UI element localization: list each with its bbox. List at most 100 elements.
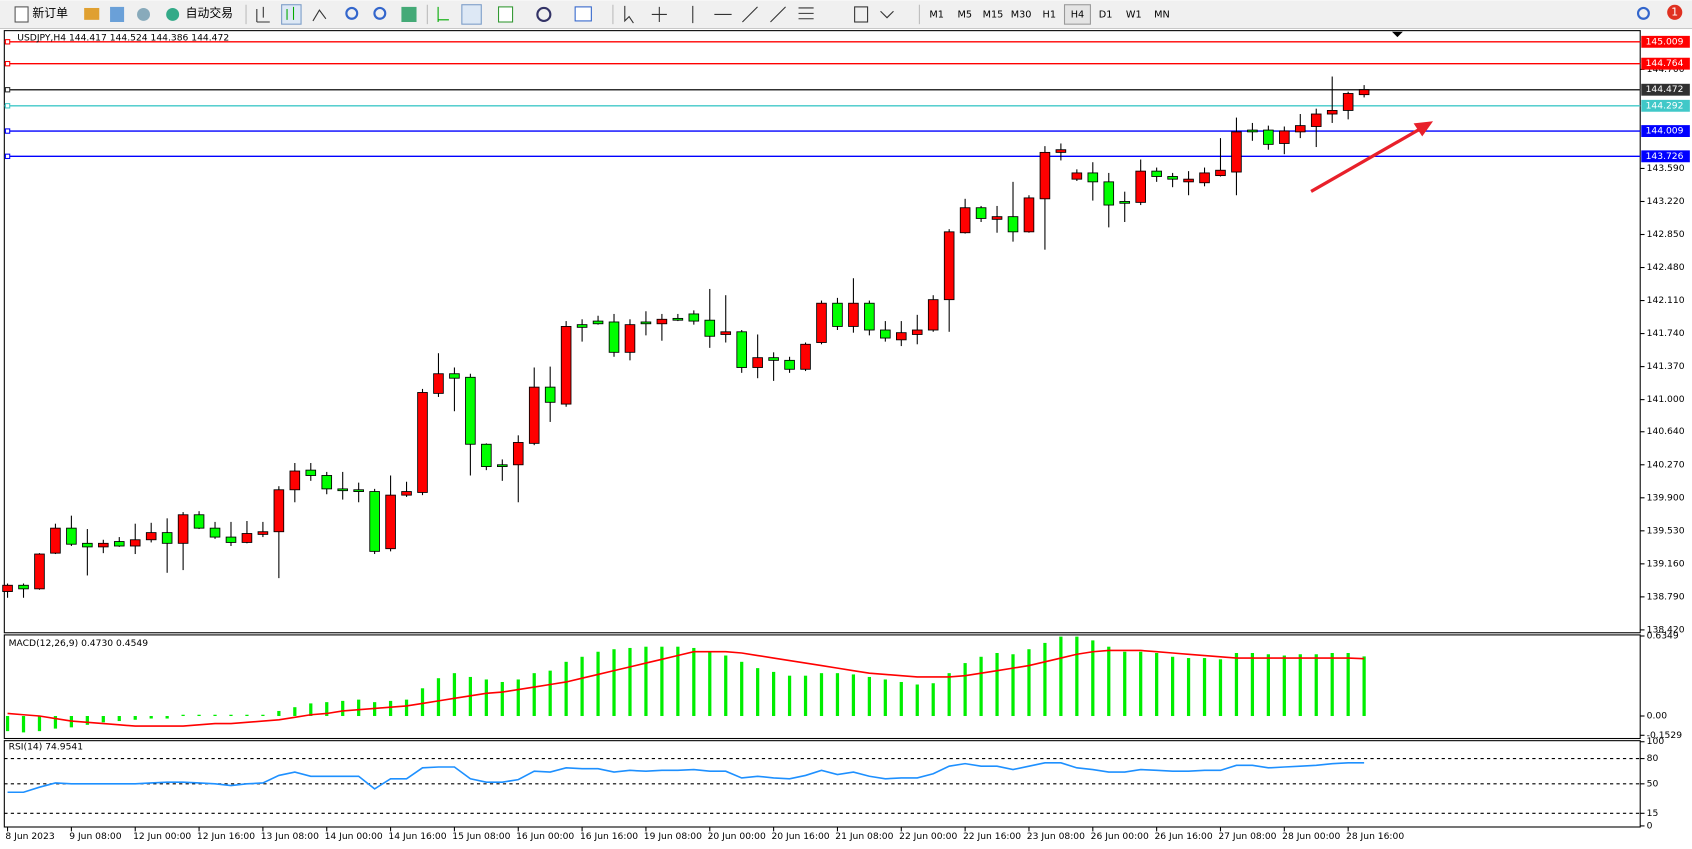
x-tick-label: 26 Jun 16:00 <box>1154 831 1212 842</box>
histogram-bar <box>963 663 967 717</box>
timeframe-button[interactable]: M5 <box>958 9 973 20</box>
candle-body <box>560 326 572 405</box>
timeframe-button[interactable]: H4 <box>1071 9 1084 20</box>
candle-body <box>927 299 939 331</box>
icon <box>437 6 449 23</box>
candle-body <box>1263 129 1274 145</box>
x-tick-label: 26 Jun 00:00 <box>1091 831 1149 842</box>
timeframe-button[interactable]: M30 <box>1011 9 1032 20</box>
candle-body <box>1055 149 1067 153</box>
candle-body <box>66 527 77 545</box>
candle-body <box>1071 172 1083 180</box>
candle-body <box>896 332 907 341</box>
histogram-bar <box>213 714 217 717</box>
candle-body <box>975 207 987 219</box>
histogram-bar <box>612 649 616 717</box>
histogram-bar <box>1234 652 1239 717</box>
x-tick-label: 12 Jun 16:00 <box>197 831 255 842</box>
histogram-bar <box>436 678 441 717</box>
candle-body <box>1326 110 1338 115</box>
icon <box>286 6 295 20</box>
icon <box>137 7 150 21</box>
icon <box>651 6 667 23</box>
arrow-line <box>1310 126 1424 193</box>
icon <box>256 6 270 23</box>
candle-body <box>465 376 476 445</box>
icon <box>624 5 634 24</box>
candle-body <box>481 443 492 467</box>
candle-body <box>943 231 955 301</box>
timeframe-button[interactable]: H1 <box>1043 9 1056 20</box>
y-tick-label: 142.110 <box>1647 295 1685 306</box>
x-tick-label: 28 Jun 16:00 <box>1346 831 1404 842</box>
notification-badge[interactable] <box>1667 4 1683 20</box>
y-tick-label: 142.850 <box>1647 229 1685 240</box>
plot-layer: 138.420 138.790 139.160 139.530 139.900 140.2… <box>2 35 1690 842</box>
candle-body <box>1358 89 1370 96</box>
shift-marker <box>1392 31 1403 38</box>
y-tick-label: 141.000 <box>1647 394 1685 405</box>
timeframe-button[interactable]: M15 <box>983 9 1004 20</box>
candle-body <box>177 514 189 544</box>
candle-body <box>417 392 428 493</box>
histogram-bar <box>915 684 919 717</box>
toolbar-icons <box>14 4 1683 25</box>
histogram-bar <box>676 646 680 717</box>
x-tick-label: 20 Jun 00:00 <box>708 831 766 842</box>
candle-body <box>991 216 1003 220</box>
candle-body <box>624 324 636 353</box>
candle-body <box>305 469 317 476</box>
histogram-bar <box>484 679 488 717</box>
histogram-bar <box>1266 654 1270 717</box>
histogram-bar <box>261 714 265 717</box>
timeframe-button[interactable]: M1 <box>929 9 944 20</box>
search-icon[interactable] <box>1636 6 1650 20</box>
y-tick-label: -0.1529 <box>1647 730 1683 741</box>
x-tick-label: 13 Jun 08:00 <box>261 831 319 842</box>
histogram-bar <box>117 716 121 722</box>
candle-body <box>816 302 827 343</box>
x-tick-label: 8 Jun 2023 <box>5 831 54 842</box>
candle-body <box>592 320 604 325</box>
toolbar-button[interactable]: 自动交易 <box>186 6 233 20</box>
candle-body <box>449 373 460 379</box>
candle-body <box>864 302 875 331</box>
histogram-bar <box>580 656 584 717</box>
price-label: 144.764 <box>1646 58 1684 69</box>
timeframe-button[interactable]: D1 <box>1099 9 1113 20</box>
y-tick-label: 100 <box>1647 736 1665 747</box>
timeframe-button[interactable]: W1 <box>1126 9 1142 20</box>
candle-body <box>353 489 364 492</box>
candle-body <box>576 324 588 328</box>
histogram-bar <box>325 702 329 717</box>
histogram-bar <box>341 700 345 717</box>
line-handle <box>4 87 11 93</box>
histogram-bar <box>357 699 361 717</box>
histogram-bar <box>532 673 536 717</box>
x-tick-label: 21 Jun 08:00 <box>835 831 893 842</box>
candle-body <box>768 357 779 361</box>
timeframe-button[interactable]: MN <box>1154 9 1170 20</box>
histogram-bar <box>37 716 42 732</box>
candle-body <box>1247 129 1258 133</box>
candle-body <box>1342 93 1354 111</box>
histogram-bar <box>756 668 760 717</box>
histogram-bar <box>197 714 201 717</box>
candle-body <box>289 470 301 491</box>
histogram-bar <box>1314 654 1318 717</box>
candle-body <box>1215 169 1226 177</box>
histogram-bar <box>85 716 89 725</box>
histogram-bar <box>899 681 903 717</box>
toolbar-button[interactable]: 新订单 <box>32 6 68 20</box>
candle-body <box>704 319 716 337</box>
candle-body <box>656 318 668 325</box>
candle-body <box>1007 216 1019 233</box>
y-tick-label: 15 <box>1647 808 1659 819</box>
y-tick-label: 141.370 <box>1647 361 1685 372</box>
candle-body <box>848 302 859 327</box>
candle-body <box>1279 130 1290 144</box>
x-tick-label: 16 Jun 00:00 <box>516 831 574 842</box>
icon <box>574 6 592 22</box>
histogram-bar <box>644 646 648 717</box>
